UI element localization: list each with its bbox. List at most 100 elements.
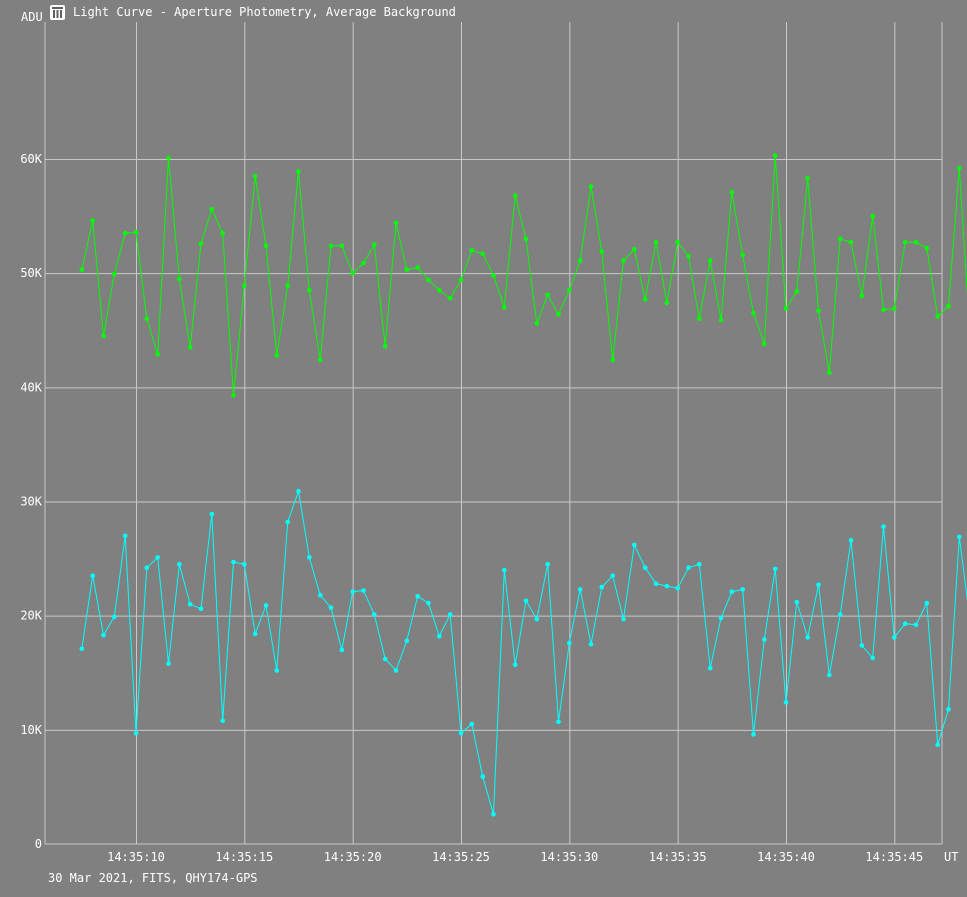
data-point[interactable] — [523, 598, 529, 604]
data-point[interactable] — [794, 289, 800, 294]
data-point[interactable] — [393, 220, 399, 226]
data-point[interactable] — [946, 707, 951, 712]
data-point[interactable] — [187, 345, 193, 350]
data-point[interactable] — [924, 600, 930, 606]
data-point[interactable] — [502, 567, 507, 573]
data-point[interactable] — [892, 635, 897, 640]
data-point[interactable] — [480, 251, 486, 257]
data-point[interactable] — [166, 661, 171, 666]
data-point[interactable] — [957, 165, 962, 171]
data-point[interactable] — [296, 488, 301, 494]
data-point[interactable] — [718, 317, 724, 323]
data-point[interactable] — [263, 243, 269, 249]
data-point[interactable] — [220, 718, 225, 723]
data-point[interactable] — [751, 732, 756, 737]
data-point[interactable] — [285, 283, 291, 289]
data-point[interactable] — [902, 240, 908, 245]
data-point[interactable] — [816, 582, 821, 588]
data-point[interactable] — [155, 555, 160, 560]
data-point[interactable] — [252, 173, 258, 179]
data-point[interactable] — [675, 240, 680, 245]
data-point[interactable] — [827, 370, 832, 375]
data-point[interactable] — [404, 638, 410, 644]
data-point[interactable] — [946, 304, 951, 309]
data-point[interactable] — [361, 260, 366, 266]
data-point[interactable] — [469, 248, 475, 253]
data-point[interactable] — [339, 647, 345, 653]
data-point[interactable] — [848, 240, 854, 245]
data-point[interactable] — [144, 316, 150, 322]
data-point[interactable] — [393, 668, 399, 673]
data-point[interactable] — [317, 357, 323, 363]
data-point[interactable] — [913, 240, 919, 245]
data-point[interactable] — [653, 581, 659, 586]
data-point[interactable] — [198, 606, 204, 612]
data-point[interactable] — [545, 562, 550, 567]
data-point[interactable] — [469, 721, 475, 727]
data-point[interactable] — [112, 614, 117, 620]
data-point[interactable] — [339, 243, 345, 249]
data-point[interactable] — [935, 314, 940, 319]
data-point[interactable] — [534, 321, 540, 326]
data-point[interactable] — [209, 206, 215, 212]
data-point[interactable] — [122, 533, 128, 539]
data-point[interactable] — [664, 583, 670, 589]
data-point[interactable] — [285, 519, 291, 525]
data-point[interactable] — [512, 193, 518, 198]
data-point[interactable] — [382, 343, 388, 349]
data-point[interactable] — [805, 176, 810, 181]
data-point[interactable] — [317, 592, 323, 598]
data-point[interactable] — [90, 218, 95, 223]
data-point[interactable] — [762, 637, 767, 642]
data-point[interactable] — [350, 270, 356, 276]
data-point[interactable] — [957, 534, 962, 540]
data-point[interactable] — [772, 153, 778, 158]
data-point[interactable] — [837, 612, 843, 617]
data-point[interactable] — [458, 277, 464, 283]
data-point[interactable] — [783, 700, 789, 705]
data-point[interactable] — [242, 562, 247, 567]
data-point[interactable] — [697, 316, 702, 322]
data-point[interactable] — [296, 169, 301, 174]
data-point[interactable] — [307, 288, 312, 293]
data-point[interactable] — [491, 273, 496, 278]
data-point[interactable] — [263, 603, 269, 608]
data-point[interactable] — [599, 249, 605, 254]
data-point[interactable] — [512, 662, 518, 668]
data-point[interactable] — [274, 668, 280, 673]
data-point[interactable] — [881, 524, 886, 529]
data-point[interactable] — [870, 655, 875, 661]
data-point[interactable] — [382, 656, 388, 662]
data-point[interactable] — [133, 229, 139, 235]
data-point[interactable] — [112, 272, 117, 277]
data-point[interactable] — [588, 184, 594, 189]
data-point[interactable] — [328, 243, 334, 249]
data-point[interactable] — [90, 573, 95, 578]
data-point[interactable] — [686, 565, 691, 570]
data-point[interactable] — [545, 292, 550, 298]
data-point[interactable] — [621, 616, 626, 622]
data-point[interactable] — [837, 236, 843, 242]
data-point[interactable] — [848, 538, 854, 543]
data-point[interactable] — [556, 312, 561, 317]
data-point[interactable] — [242, 283, 247, 289]
data-point[interactable] — [252, 631, 258, 637]
data-point[interactable] — [480, 774, 486, 779]
data-point[interactable] — [502, 305, 507, 310]
data-point[interactable] — [133, 731, 139, 736]
data-point[interactable] — [599, 584, 605, 590]
data-point[interactable] — [588, 641, 594, 647]
data-point[interactable] — [426, 600, 431, 606]
data-point[interactable] — [144, 565, 150, 570]
data-point[interactable] — [491, 812, 496, 817]
data-point[interactable] — [523, 236, 529, 242]
data-point[interactable] — [231, 559, 236, 565]
data-point[interactable] — [372, 242, 377, 247]
data-point[interactable] — [437, 633, 442, 639]
data-point[interactable] — [426, 277, 431, 283]
data-point[interactable] — [307, 555, 312, 560]
data-point[interactable] — [664, 300, 670, 306]
data-point[interactable] — [816, 308, 821, 314]
data-point[interactable] — [458, 731, 464, 736]
data-point[interactable] — [740, 587, 745, 592]
